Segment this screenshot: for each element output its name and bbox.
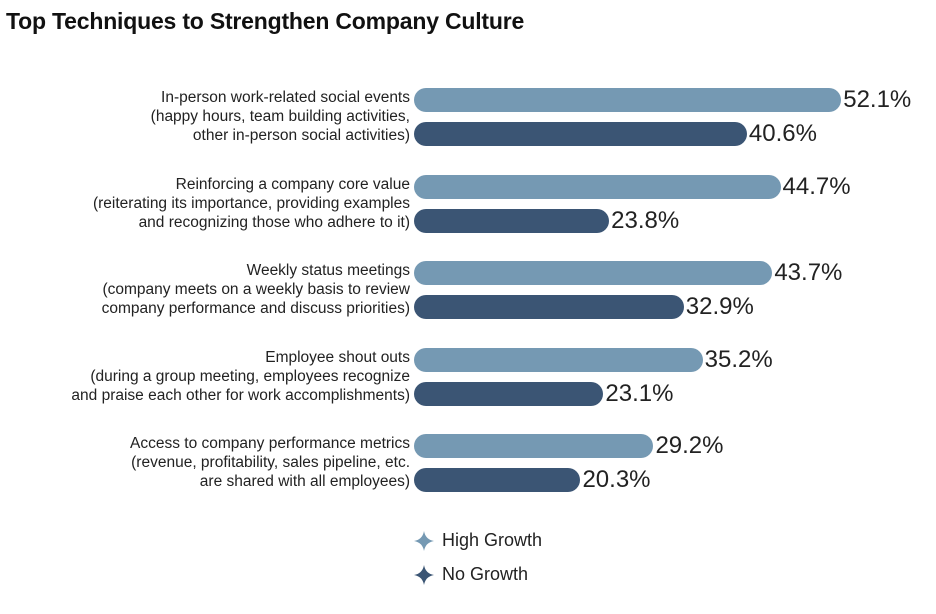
category-label-line: In-person work-related social events — [161, 89, 410, 106]
bar — [414, 174, 781, 199]
category-label-line: company performance and discuss prioriti… — [101, 300, 410, 317]
data-label: 29.2% — [655, 432, 724, 459]
bar — [414, 468, 581, 492]
data-label: 32.9% — [685, 293, 754, 320]
category-label: Employee shout outs (during a group meeti… — [0, 348, 410, 405]
data-label: 23.8% — [611, 206, 680, 234]
category-label: Reinforcing a company core value (reitera… — [0, 175, 410, 232]
legend-label: No Growth — [442, 564, 529, 584]
bar — [414, 261, 773, 285]
category-label-line: (company meets on a weekly basis to revi… — [102, 281, 410, 298]
legend-item: No Growth — [414, 564, 528, 585]
category-label-line: (happy hours, team building activities, — [150, 108, 410, 125]
data-label: 35.2% — [704, 345, 773, 373]
legend-star-icon — [414, 564, 434, 585]
legend-label: High Growth — [442, 530, 543, 550]
legend-star-icon — [414, 530, 434, 551]
category-label-line: Employee shout outs — [265, 348, 410, 366]
bar — [414, 434, 654, 458]
category-label: In-person work-related social events (hap… — [0, 88, 410, 145]
bar — [414, 208, 610, 233]
data-label: 44.7% — [782, 172, 851, 200]
category-label: Access to company performance metrics (re… — [0, 434, 410, 491]
category-label-line: (revenue, profitability, sales pipeline,… — [131, 454, 410, 471]
data-label: 52.1% — [843, 86, 912, 113]
category-label-line: are shared with all employees) — [199, 473, 410, 490]
bar — [414, 381, 604, 406]
bar — [414, 295, 684, 319]
category-label-line: Access to company performance metrics — [130, 435, 410, 452]
category-label-line: (during a group meeting, employees recog… — [90, 367, 410, 385]
category-label-line: and praise each other for work accomplis… — [71, 386, 410, 404]
category-label-line: Reinforcing a company core value — [175, 175, 410, 193]
category-label-line: and recognizing those who adhere to it) — [138, 213, 410, 231]
data-label: 43.7% — [774, 259, 843, 286]
category-label-line: Weekly status meetings — [246, 262, 410, 279]
category-label-line: (reiterating its importance, providing e… — [92, 194, 410, 212]
category-label-line: other in-person social activities) — [192, 127, 410, 144]
data-label: 23.1% — [605, 379, 674, 407]
data-label: 40.6% — [748, 120, 817, 147]
bar — [414, 122, 747, 146]
bar — [414, 347, 703, 372]
legend-item: High Growth — [414, 530, 542, 551]
chart-title: Top Techniques to Strengthen Company Cul… — [6, 8, 525, 34]
category-label: Weekly status meetings (company meets on … — [0, 261, 410, 318]
bar — [414, 88, 842, 112]
data-label: 20.3% — [582, 466, 651, 493]
